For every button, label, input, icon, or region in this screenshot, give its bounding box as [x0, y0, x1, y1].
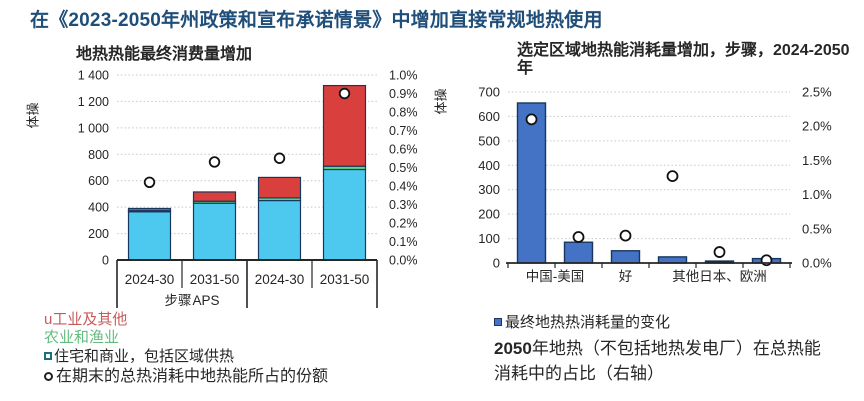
legend-item-agriculture: 农业和渔业 — [44, 329, 328, 347]
right-chart-plot: 700 600 500 400 300 200 100 0 2.5% 2.0% 1.5% 1.0% 0.… — [478, 85, 832, 285]
svg-text:200: 200 — [478, 207, 500, 222]
svg-text:2031-50: 2031-50 — [190, 272, 240, 287]
svg-text:0.8%: 0.8% — [389, 106, 418, 120]
legend-item-industry: u工业及其他 — [44, 311, 328, 329]
industry-bullet-icon: u — [44, 311, 53, 328]
svg-text:400: 400 — [88, 201, 109, 215]
svg-text:好: 好 — [619, 269, 633, 284]
svg-text:0: 0 — [493, 256, 500, 271]
svg-text:2024-30: 2024-30 — [255, 272, 305, 287]
svg-text:300: 300 — [478, 182, 500, 197]
legend-agriculture-label: 农业和渔业 — [44, 329, 120, 346]
right-chart-title-line2: 年 — [517, 60, 534, 78]
right-chart-caption: 2050年地热（不包括地热发电厂）在总热能消耗中的占比（右轴） — [494, 337, 832, 386]
svg-text:其他日本、欧洲: 其他日本、欧洲 — [672, 269, 767, 284]
consumption-square-icon — [494, 318, 502, 326]
svg-text:1 000: 1 000 — [78, 121, 109, 135]
svg-text:0.2%: 0.2% — [389, 217, 418, 231]
svg-text:中国-美国: 中国-美国 — [526, 269, 585, 284]
svg-text:800: 800 — [88, 148, 109, 162]
svg-text:1 200: 1 200 — [78, 95, 109, 109]
svg-text:700: 700 — [478, 85, 500, 100]
svg-text:0.5%: 0.5% — [389, 161, 418, 175]
svg-text:0.6%: 0.6% — [389, 143, 418, 157]
legend-industry-label: 工业及其他 — [52, 311, 128, 328]
right-chart-title-line1: 选定区域地热能消耗量增加，步骤，2024-2050 — [517, 42, 850, 59]
svg-text:APS: APS — [192, 293, 219, 308]
svg-text:0.5%: 0.5% — [802, 221, 832, 236]
svg-text:1.5%: 1.5% — [802, 153, 832, 168]
svg-text:2.0%: 2.0% — [802, 119, 832, 134]
legend-residential-label: 住宅和商业，包括区域供热 — [54, 348, 235, 365]
svg-text:2024-30: 2024-30 — [125, 272, 175, 287]
svg-text:0: 0 — [102, 254, 109, 268]
legend-item-share: 在期末的总热消耗中地热能所占的份额 — [44, 368, 328, 386]
svg-text:600: 600 — [88, 174, 109, 188]
svg-text:0.3%: 0.3% — [389, 198, 418, 212]
svg-text:2031-50: 2031-50 — [320, 272, 370, 287]
left-chart-legend: u工业及其他 农业和渔业 住宅和商业，包括区域供热 在期末的总热消耗中地热能所占… — [44, 311, 328, 386]
svg-text:1 400: 1 400 — [78, 69, 109, 83]
residential-square-icon — [44, 352, 52, 360]
svg-text:1.0%: 1.0% — [389, 69, 418, 83]
svg-text:500: 500 — [478, 133, 500, 148]
right-chart-title: 选定区域地热能消耗量增加，步骤，2024-2050 年 — [517, 42, 857, 79]
svg-text:0.9%: 0.9% — [389, 87, 418, 101]
left-chart-plot: 1 400 1 200 1 000 800 600 400 200 0 1.0% 0.9% 0.8%… — [78, 69, 418, 308]
svg-text:0.4%: 0.4% — [389, 180, 418, 194]
share-circle-icon — [44, 372, 53, 381]
svg-text:100: 100 — [478, 231, 500, 246]
page-title: 在《2023-2050年州政策和宣布承诺情景》中增加直接常规地热使用 — [30, 10, 603, 31]
svg-text:0.0%: 0.0% — [802, 256, 832, 271]
svg-text:2.5%: 2.5% — [802, 85, 832, 100]
legend-share-label: 在期末的总热消耗中地热能所占的份额 — [56, 368, 329, 385]
svg-text:600: 600 — [478, 109, 500, 124]
svg-text:1.0%: 1.0% — [802, 187, 832, 202]
caption-text: 年地热（不包括地热发电厂）在总热能消耗中的占比（右轴） — [494, 339, 821, 383]
svg-text:400: 400 — [478, 158, 500, 173]
left-chart-title: 地热热能最终消费量增加 — [76, 46, 253, 63]
svg-text:0.0%: 0.0% — [389, 254, 418, 268]
right-chart-legend: 最终地热热消耗量的变化 — [494, 311, 670, 332]
svg-text:200: 200 — [88, 227, 109, 241]
legend-consumption-label: 最终地热热消耗量的变化 — [505, 314, 671, 331]
svg-text:0.7%: 0.7% — [389, 124, 418, 138]
caption-year: 2050 — [494, 339, 532, 358]
svg-text:步骤: 步骤 — [165, 293, 192, 308]
legend-item-residential: 住宅和商业，包括区域供热 — [44, 348, 328, 366]
svg-text:0.1%: 0.1% — [389, 235, 418, 249]
